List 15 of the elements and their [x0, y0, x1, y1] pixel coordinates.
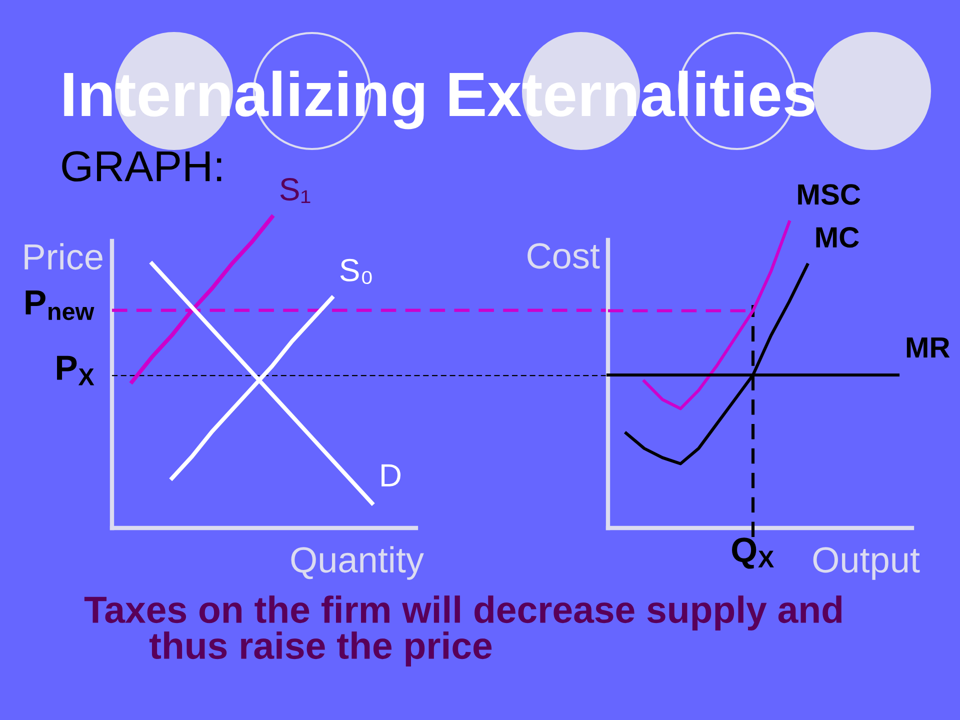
x-axis-title: Quantity: [291, 546, 424, 580]
series-label: MR: [906, 337, 950, 358]
series-label: S₀: [340, 258, 372, 284]
series-label: MSC: [798, 184, 860, 205]
series-label: D: [382, 464, 400, 486]
y-axis-title: Price: [24, 243, 102, 270]
chart-subtitle: GRAPH:: [62, 151, 222, 182]
y-axis-title: Cost: [528, 243, 600, 269]
text: Taxes on the firm will decrease supply and thus raise the price: [84, 596, 842, 666]
x-axis-title: Output: [813, 547, 920, 580]
series-label: S₁: [280, 178, 310, 203]
ref-line-label: P$_{X}$: [57, 356, 94, 386]
ref-line-label: P$_{new}$: [26, 290, 94, 320]
series-label: MC: [816, 227, 859, 248]
text: Q$_{X}$: [732, 538, 774, 569]
